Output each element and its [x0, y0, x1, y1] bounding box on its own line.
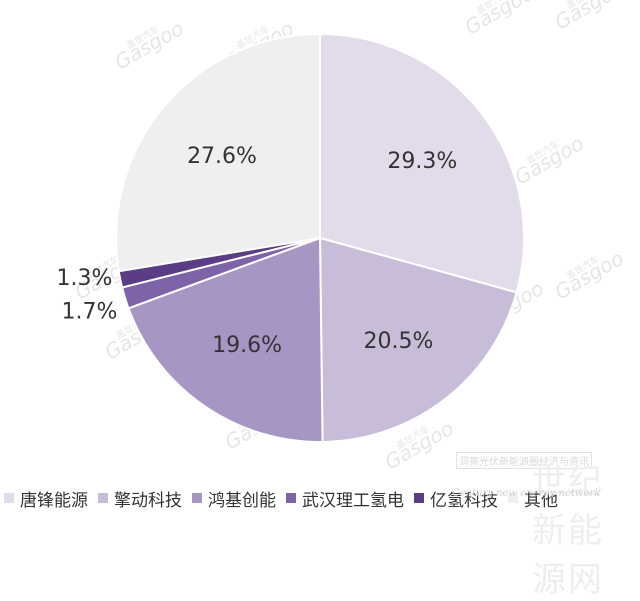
label-qingdong: 20.5% — [364, 329, 434, 354]
label-tangfeng: 29.3% — [387, 149, 457, 174]
site-watermark-english: Century new energy network — [452, 488, 601, 499]
chart-legend: 唐锋能源 擎动科技 鸿基创能 武汉理工氢电 亿氢科技 其他 — [4, 486, 568, 511]
label-yiqing: 1.3% — [56, 266, 112, 291]
slice-qingdong — [318, 236, 518, 443]
slice-tangfeng — [319, 32, 525, 294]
legend-label: 唐锋能源 — [20, 490, 88, 511]
legend-swatch — [414, 493, 424, 503]
legend-item-tangfeng: 唐锋能源 — [4, 486, 88, 511]
gasgoo-watermark-en: Gasgoo — [111, 16, 188, 74]
legend-label: 武汉理工氢电 — [302, 490, 404, 511]
legend-label: 其他 — [524, 490, 558, 511]
site-watermark-tagline: 洞察光伏新能源圈经济与资讯 — [456, 452, 592, 469]
pie-data-labels: 29.3% 20.5% 19.6% 1.7% 1.3% 27.6% — [56, 144, 457, 358]
slice-hongji — [127, 236, 324, 443]
legend-item-qingdong: 擎动科技 — [98, 486, 182, 511]
legend-item-wuhan-ligong: 武汉理工氢电 — [286, 486, 404, 511]
legend-label: 擎动科技 — [114, 490, 182, 511]
slice-other — [115, 32, 321, 273]
legend-label: 鸿基创能 — [208, 490, 276, 511]
legend-item-hongji: 鸿基创能 — [192, 486, 276, 511]
pie-slices — [115, 32, 525, 443]
legend-swatch — [508, 493, 518, 503]
site-watermark-title: 世纪新能源网 — [532, 462, 604, 600]
gasgoo-watermark-en: Gasgoo — [511, 131, 588, 189]
legend-item-other: 其他 — [508, 486, 558, 511]
legend-label: 亿氢科技 — [430, 490, 498, 511]
site-watermark: 洞察光伏新能源圈经济与资讯 世纪新能源网 Century new energy … — [452, 452, 632, 600]
label-hongji: 19.6% — [212, 333, 282, 358]
gasgoo-watermark-en: Gasgoo — [461, 0, 538, 39]
label-wuhan-ligong: 1.7% — [61, 299, 117, 324]
gasgoo-watermark-en: Gasgoo — [551, 0, 628, 34]
legend-swatch — [4, 493, 14, 503]
legend-swatch — [286, 493, 296, 503]
label-other: 27.6% — [187, 144, 257, 169]
legend-swatch — [192, 493, 202, 503]
gasgoo-watermark-en: Gasgoo — [551, 246, 628, 304]
legend-swatch — [98, 493, 108, 503]
legend-item-yiqing: 亿氢科技 — [414, 486, 498, 511]
